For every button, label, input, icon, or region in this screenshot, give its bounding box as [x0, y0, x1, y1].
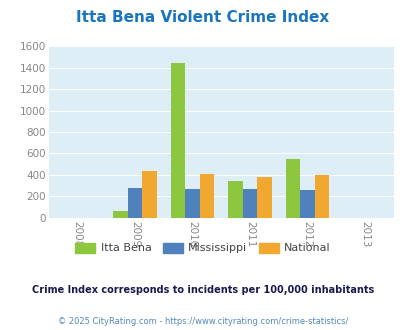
Bar: [128, 188, 142, 218]
Text: © 2025 CityRating.com - https://www.cityrating.com/crime-statistics/: © 2025 CityRating.com - https://www.city…: [58, 317, 347, 326]
Legend: Itta Bena, Mississippi, National: Itta Bena, Mississippi, National: [70, 238, 335, 258]
Bar: [142, 171, 156, 218]
Bar: [300, 190, 314, 218]
Text: Crime Index corresponds to incidents per 100,000 inhabitants: Crime Index corresponds to incidents per…: [32, 285, 373, 295]
Bar: [113, 211, 128, 218]
Bar: [185, 189, 199, 218]
Bar: [228, 181, 242, 218]
Bar: [314, 176, 328, 218]
Bar: [171, 63, 185, 218]
Bar: [199, 174, 213, 218]
Bar: [242, 189, 257, 218]
Text: Itta Bena Violent Crime Index: Itta Bena Violent Crime Index: [76, 10, 329, 25]
Bar: [285, 159, 300, 218]
Bar: [257, 177, 271, 218]
